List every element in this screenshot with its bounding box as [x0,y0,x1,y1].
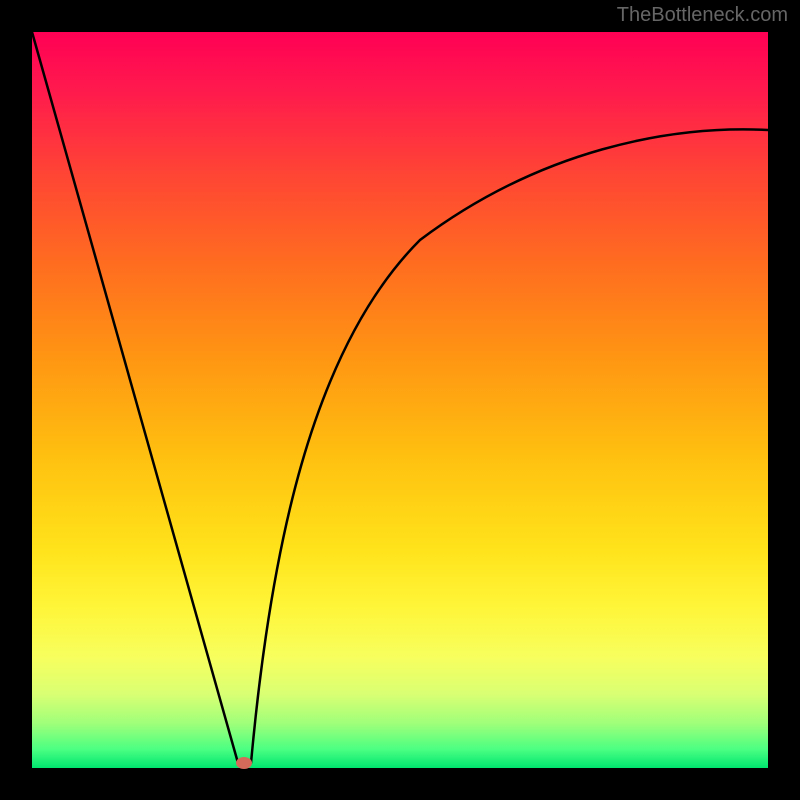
curve-left-line [32,32,238,763]
chart-container: TheBottleneck.com [0,0,800,800]
curve-right-path [251,129,768,763]
trough-marker-dot [236,757,252,769]
watermark-text: TheBottleneck.com [617,4,788,27]
chart-svg [0,0,800,800]
